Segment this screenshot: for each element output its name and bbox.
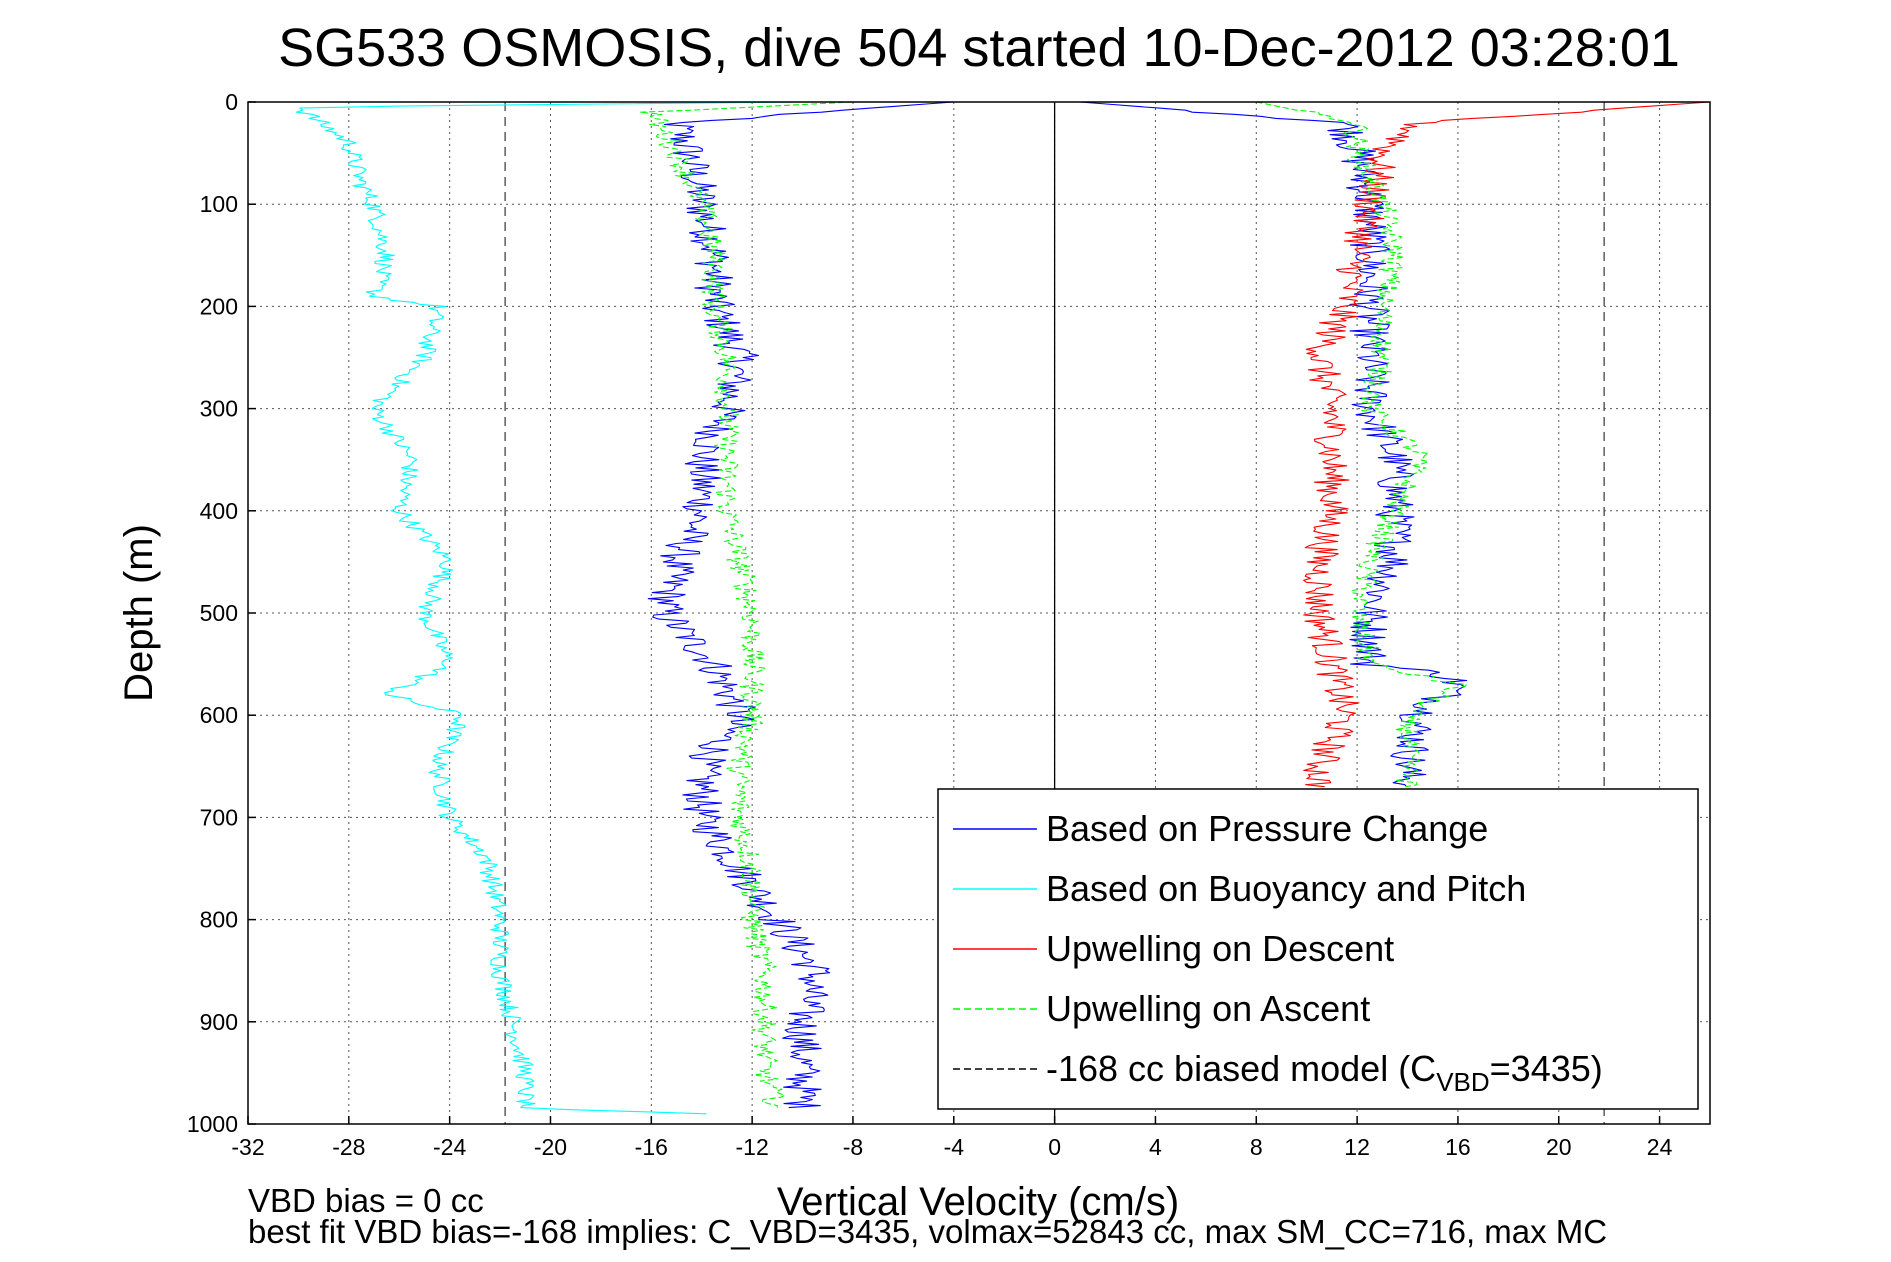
x-tick-label: -12 xyxy=(736,1134,769,1160)
x-tick-label: -20 xyxy=(534,1134,567,1160)
x-tick-label: 12 xyxy=(1344,1134,1370,1160)
y-axis-label: Depth (m) xyxy=(117,524,161,702)
series-lines xyxy=(295,102,1710,1115)
series-line-2-profile-1 xyxy=(295,102,803,1115)
legend-label: -168 cc biased model (CVBD=3435) xyxy=(1046,1048,1603,1097)
legend-box xyxy=(937,788,1699,1110)
axis-ticks: -32 -28 -24 -20 -16 -12 -8 -4 0 4 8 12 16 20 24 0 100 200… xyxy=(187,89,1673,1160)
y-tick-label: 100 xyxy=(200,191,238,217)
y-tick-label: 600 xyxy=(200,702,238,728)
x-tick-label: 0 xyxy=(1048,1134,1061,1160)
x-tick-label: -16 xyxy=(635,1134,668,1160)
footer-vbd-bias: VBD bias = 0 cc xyxy=(248,1182,484,1219)
y-tick-label: 900 xyxy=(200,1009,238,1035)
chart-title: SG533 OSMOSIS, dive 504 started 10-Dec-2… xyxy=(278,18,1680,78)
x-tick-label: -28 xyxy=(332,1134,365,1160)
legend-label-suffix: =3435) xyxy=(1490,1048,1603,1089)
series-line-4-profile-2 xyxy=(1256,102,1468,788)
y-tick-label: 1000 xyxy=(187,1111,238,1137)
footer-best-fit: best fit VBD bias=-168 implies: C_VBD=34… xyxy=(248,1213,1607,1250)
x-axis-label: Vertical Velocity (cm/s) xyxy=(777,1180,1179,1224)
series-line-1-profile-1 xyxy=(647,102,954,1109)
legend-label: Based on Buoyancy and Pitch xyxy=(1046,868,1526,909)
y-tick-label: 800 xyxy=(200,907,238,933)
x-tick-label: -24 xyxy=(433,1134,466,1160)
y-tick-label: 400 xyxy=(200,498,238,524)
x-tick-label: 20 xyxy=(1546,1134,1572,1160)
y-tick-label: 300 xyxy=(200,396,238,422)
legend-label: Based on Pressure Change xyxy=(1046,808,1488,849)
series-line-3-profile-1 xyxy=(1303,102,1710,788)
x-tick-label: -32 xyxy=(231,1134,264,1160)
x-tick-label: -8 xyxy=(843,1134,863,1160)
x-tick-label: 4 xyxy=(1149,1134,1162,1160)
x-tick-label: 16 xyxy=(1445,1134,1471,1160)
y-tick-label: 0 xyxy=(225,89,238,115)
legend-label: Upwelling on Ascent xyxy=(1046,988,1370,1029)
series-line-1-profile-2 xyxy=(1079,102,1468,788)
x-tick-label: -4 xyxy=(944,1134,965,1160)
legend-label: Upwelling on Descent xyxy=(1046,928,1394,969)
x-tick-label: 8 xyxy=(1250,1134,1263,1160)
y-tick-label: 500 xyxy=(200,600,238,626)
legend: Based on Pressure Change Based on Buoyanc… xyxy=(937,788,1699,1110)
legend-label-subscript: VBD xyxy=(1436,1067,1489,1097)
y-tick-label: 200 xyxy=(200,293,238,319)
x-tick-label: 24 xyxy=(1647,1134,1673,1160)
legend-label-prefix: -168 cc biased model (C xyxy=(1046,1048,1436,1089)
series-line-4-profile-1 xyxy=(639,102,854,1108)
y-tick-label: 700 xyxy=(200,804,238,830)
